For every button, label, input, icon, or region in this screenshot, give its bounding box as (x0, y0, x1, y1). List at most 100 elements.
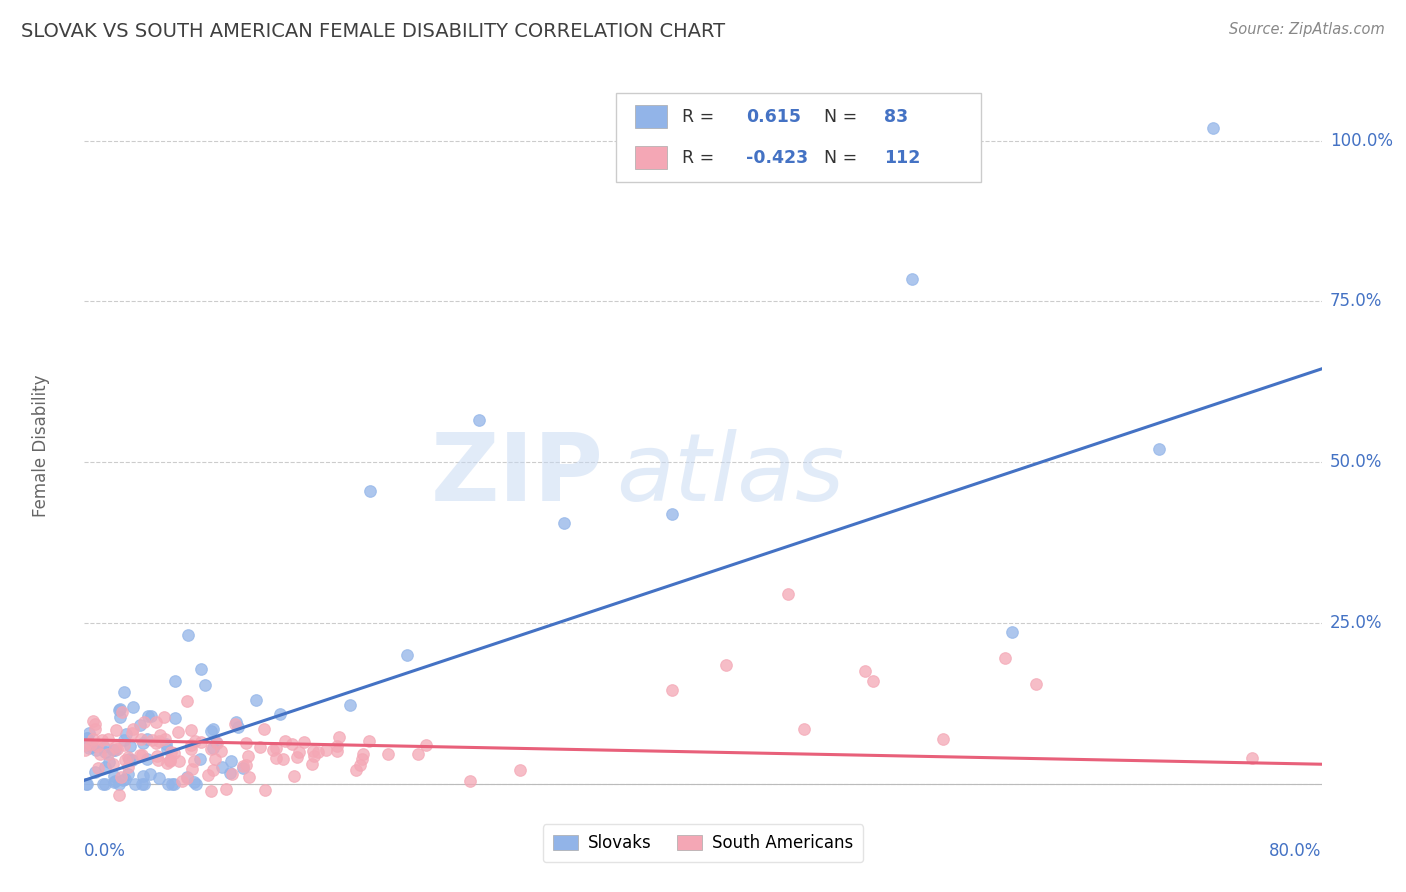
Point (90, 733, 112, 747)
Point (91, 776, 114, 790)
FancyBboxPatch shape (616, 93, 981, 182)
Text: R =: R = (682, 108, 720, 126)
Point (77, 740, 100, 755)
Point (155, 737, 177, 751)
Point (84, 717, 107, 731)
Point (122, 722, 145, 736)
Point (132, 736, 155, 750)
Point (132, 768, 155, 782)
Point (110, 702, 132, 716)
Point (204, 735, 226, 749)
Text: 100.0%: 100.0% (1330, 132, 1393, 150)
FancyBboxPatch shape (636, 146, 666, 169)
Point (219, 754, 242, 768)
Point (1001, 625, 1024, 640)
Point (307, 745, 329, 759)
Point (114, 753, 136, 767)
Point (215, 781, 238, 796)
Text: Source: ZipAtlas.com: Source: ZipAtlas.com (1229, 22, 1385, 37)
Point (107, 788, 129, 802)
Point (253, 783, 276, 797)
Point (326, 739, 349, 754)
Point (156, 776, 179, 790)
Point (131, 747, 153, 762)
Point (176, 694, 198, 708)
Point (136, 752, 159, 766)
Point (145, 735, 167, 749)
Point (855, 664, 877, 678)
Point (110, 710, 132, 724)
Point (112, 685, 135, 699)
Point (661, 507, 683, 521)
Point (269, 707, 291, 722)
Point (396, 648, 419, 663)
Point (101, 757, 124, 772)
Point (264, 751, 287, 765)
Point (180, 742, 202, 756)
Point (104, 774, 127, 789)
Point (932, 731, 955, 746)
Point (201, 722, 224, 736)
Point (162, 776, 184, 790)
Point (148, 752, 170, 766)
Point (132, 776, 155, 790)
Point (226, 721, 249, 735)
Point (249, 740, 271, 755)
Point (180, 723, 202, 737)
Point (177, 628, 200, 642)
Point (114, 772, 136, 786)
Point (159, 753, 181, 767)
Point (349, 758, 371, 772)
Point (87, 761, 110, 775)
Point (184, 734, 207, 748)
Text: N =: N = (824, 149, 863, 167)
Point (211, 760, 233, 774)
Point (165, 673, 187, 688)
Point (232, 758, 254, 772)
Point (176, 771, 198, 785)
Point (121, 753, 143, 767)
Point (283, 770, 305, 784)
Point (94, 760, 117, 774)
Point (264, 741, 287, 756)
Point (146, 748, 169, 763)
Point (105, 723, 128, 738)
Point (163, 776, 186, 790)
Point (112, 738, 135, 752)
Point (115, 727, 138, 741)
Point (194, 678, 217, 692)
Point (204, 752, 226, 766)
Point (131, 776, 153, 790)
Point (139, 767, 162, 781)
Point (104, 740, 127, 755)
Point (148, 771, 170, 785)
Point (107, 741, 129, 756)
Point (82, 714, 104, 728)
Point (509, 764, 531, 778)
Point (76, 731, 98, 746)
Text: R =: R = (682, 149, 720, 167)
Point (200, 724, 222, 739)
Point (467, 413, 491, 427)
Text: 0.615: 0.615 (747, 108, 801, 126)
Text: N =: N = (824, 108, 863, 126)
Point (111, 705, 134, 719)
Point (76, 776, 98, 790)
Point (132, 714, 155, 729)
Point (80, 738, 103, 752)
Point (357, 734, 380, 748)
Point (94, 776, 117, 790)
Point (73, 743, 96, 757)
Point (118, 739, 141, 754)
Point (97, 732, 120, 747)
Point (553, 516, 575, 530)
Text: 0.0%: 0.0% (84, 842, 127, 860)
Point (89, 747, 111, 762)
Point (136, 709, 159, 723)
Text: 25.0%: 25.0% (1330, 614, 1382, 632)
Point (83, 722, 105, 736)
Point (225, 715, 247, 730)
Point (84, 743, 107, 757)
Point (186, 776, 208, 790)
Point (159, 745, 181, 759)
